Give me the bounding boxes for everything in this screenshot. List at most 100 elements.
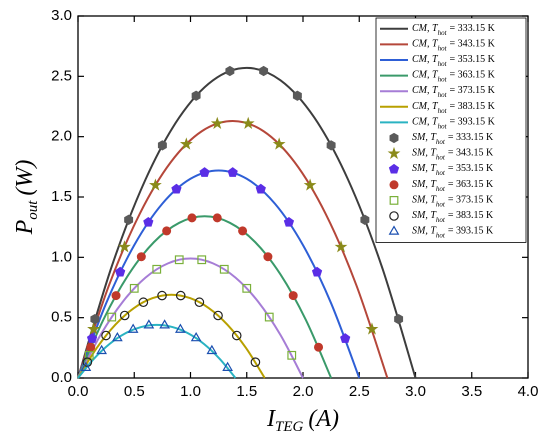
- marker: [84, 350, 94, 360]
- marker: [80, 361, 92, 371]
- marker: [263, 252, 273, 262]
- marker: [138, 297, 149, 308]
- marker: [149, 178, 162, 191]
- curve: [77, 215, 333, 379]
- marker: [394, 313, 404, 325]
- x-tick-label: 3.5: [461, 383, 482, 400]
- legend-name: CM, T: [412, 23, 439, 34]
- legend-name-rest: = 353.15 K: [448, 163, 494, 174]
- marker: [90, 313, 100, 325]
- legend-name: CM, T: [412, 70, 439, 81]
- legend-name-sub: hot: [436, 216, 446, 224]
- x-axis-label: ITEG (A): [266, 406, 339, 436]
- marker: [157, 290, 167, 301]
- x-axis-label-main: I: [266, 406, 276, 432]
- legend-name-rest: = 393.15 K: [450, 117, 496, 128]
- legend-name-rest: = 333.15 K: [448, 132, 494, 143]
- x-axis-label-rest: (A): [308, 406, 339, 432]
- legend-label: SM, Thot = 373.15 K: [412, 195, 494, 208]
- marker: [136, 252, 146, 262]
- legend-swatch: [388, 163, 400, 174]
- legend-label: SM, Thot = 353.15 K: [412, 163, 494, 176]
- y-axis-label: Pout (W): [12, 160, 42, 236]
- marker: [143, 319, 155, 329]
- x-tick-label: 2.0: [293, 383, 314, 400]
- legend-label: CM, Thot = 343.15 K: [412, 39, 496, 52]
- y-tick-label: 1.5: [51, 188, 72, 205]
- legend-name: CM, T: [412, 39, 439, 50]
- x-tick-label: 4.0: [518, 383, 539, 400]
- legend-name-rest: = 373.15 K: [448, 195, 494, 206]
- marker: [96, 344, 107, 355]
- marker: [287, 350, 297, 360]
- legend-name: CM, T: [412, 85, 439, 96]
- legend-label: SM, Thot = 393.15 K: [412, 226, 494, 239]
- x-tick-label: 3.0: [405, 383, 426, 400]
- legend-name-sub: hot: [436, 184, 446, 192]
- marker: [241, 116, 255, 129]
- legend-label: CM, Thot = 373.15 K: [412, 85, 496, 98]
- marker: [210, 116, 224, 129]
- y-tick-label: 1.0: [51, 248, 72, 265]
- y-tick-label: 0.5: [51, 309, 72, 326]
- marker: [264, 312, 274, 322]
- legend-name-rest: = 353.15 K: [450, 54, 496, 65]
- legend-name-sub: hot: [438, 91, 448, 99]
- legend-box: [375, 17, 527, 243]
- y-axis-label-main: P: [12, 219, 38, 235]
- marker: [250, 357, 261, 367]
- legend-name-rest: = 363.15 K: [448, 179, 494, 190]
- legend-name-rest: = 343.15 K: [448, 148, 494, 159]
- marker: [175, 323, 186, 333]
- marker: [213, 310, 223, 321]
- marker: [227, 167, 238, 177]
- marker: [190, 331, 202, 342]
- marker: [129, 283, 139, 293]
- curve: [77, 257, 304, 379]
- legend-name-sub: hot: [436, 138, 446, 146]
- legend-swatch: [389, 211, 399, 221]
- legend-name-sub: hot: [436, 231, 446, 239]
- legend-name-rest: = 363.15 K: [450, 70, 496, 81]
- marker: [187, 213, 197, 223]
- x-tick-label: 0.0: [68, 383, 89, 400]
- marker: [199, 167, 210, 177]
- y-tick-label: 2.5: [51, 67, 72, 84]
- legend-label: SM, Thot = 363.15 K: [412, 179, 494, 192]
- curve: [77, 323, 237, 379]
- legend-label: SM, Thot = 333.15 K: [412, 132, 494, 145]
- marker: [360, 214, 370, 225]
- legend-label: CM, Thot = 333.15 K: [412, 23, 496, 36]
- legend: CM, Thot = 333.15 KCM, Thot = 343.15 KCM, …: [375, 17, 527, 243]
- legend-swatch: [388, 225, 400, 235]
- y-tick-label: 0.0: [51, 369, 72, 386]
- marker: [311, 266, 323, 277]
- marker: [162, 226, 172, 236]
- marker: [179, 137, 193, 150]
- marker: [334, 240, 348, 253]
- marker: [326, 140, 336, 151]
- marker: [174, 255, 184, 265]
- legend-name-sub: hot: [436, 200, 446, 208]
- marker: [171, 183, 182, 194]
- marker: [365, 322, 379, 335]
- marker: [259, 65, 269, 77]
- curve: [77, 169, 361, 379]
- legend-name-sub: hot: [438, 75, 448, 83]
- legend-name-rest: = 373.15 K: [450, 85, 496, 96]
- legend-name-sub: hot: [438, 28, 448, 36]
- legend-name-sub: hot: [438, 60, 448, 68]
- marker: [255, 183, 266, 194]
- x-tick-label: 2.5: [349, 383, 370, 400]
- legend-name-sub: hot: [438, 106, 448, 114]
- legend-label: CM, Thot = 363.15 K: [412, 70, 496, 83]
- legend-name: SM, T: [412, 195, 437, 206]
- legend-name: CM, T: [412, 101, 439, 112]
- marker: [340, 333, 351, 343]
- legend-label: CM, Thot = 383.15 K: [412, 101, 496, 114]
- legend-swatch: [389, 180, 399, 190]
- legend-name-rest: = 383.15 K: [448, 210, 494, 221]
- legend-name: SM, T: [412, 210, 437, 221]
- marker: [86, 342, 96, 352]
